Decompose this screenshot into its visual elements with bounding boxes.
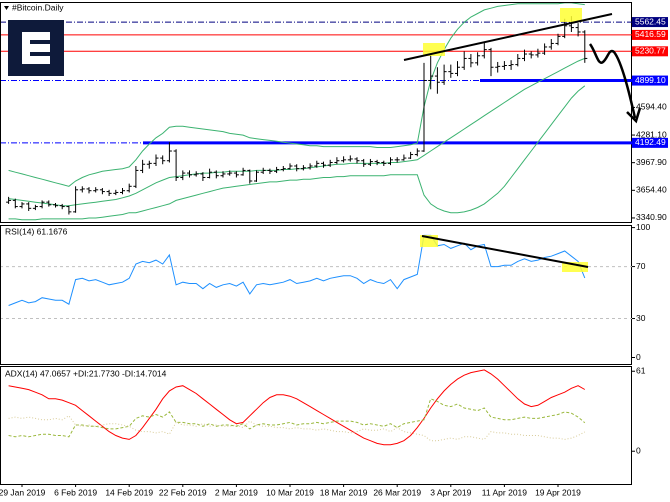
x-tick-label: 10 Mar 2019 — [266, 487, 314, 497]
annotations: #Bitcoin.Daily RSI(14) 61.1676 ADX(14) 4… — [4, 2, 642, 378]
level-label: 5416.59 — [635, 29, 666, 39]
y-tick-label: 70 — [636, 261, 646, 271]
chart-title: #Bitcoin.Daily — [12, 2, 64, 12]
x-tick-label: 2 Mar 2019 — [215, 487, 258, 497]
indicator-title: RSI(14) 61.1676 — [5, 226, 68, 236]
series-line — [8, 234, 586, 306]
y-tick-label: 3340.90 — [636, 212, 667, 222]
y-tick-label: 4281.10 — [636, 129, 667, 139]
highlight — [560, 8, 582, 22]
x-tick-label: 22 Feb 2019 — [159, 487, 207, 497]
y-tick-label: 100 — [636, 222, 650, 232]
level-label: 5230.77 — [635, 46, 666, 56]
level-label-box — [632, 46, 668, 57]
logo-mark — [22, 32, 50, 64]
y-tick-label: 0 — [636, 445, 641, 455]
panel-plot — [8, 369, 586, 446]
y-tick-label: 3654.40 — [636, 185, 667, 195]
x-tick-label: 3 Apr 2019 — [430, 487, 471, 497]
menu-arrow — [4, 6, 9, 10]
arrow-head — [626, 107, 642, 124]
trend-line — [421, 235, 589, 268]
x-tick-label: 11 Apr 2019 — [482, 487, 527, 497]
forecast-arrow — [588, 43, 637, 119]
y-tick-label: 3967.90 — [636, 157, 667, 167]
adx-panel-frame — [0, 366, 632, 485]
y-tick-label: 0 — [636, 352, 641, 362]
panel-plot — [1, 234, 632, 320]
series-line — [8, 3, 585, 187]
series-line — [8, 369, 586, 446]
level-label-box — [632, 29, 668, 40]
highlight — [562, 262, 588, 272]
series-line — [8, 415, 586, 442]
x-tick-label: 19 Apr 2019 — [535, 487, 581, 497]
y-tick-label: 30 — [636, 313, 646, 323]
indicator-title: ADX(14) 47.0657 +DI:21.7730 -DI:14.7014 — [5, 368, 167, 378]
level-label-box — [632, 137, 668, 148]
panel-frames — [0, 2, 632, 485]
level-label: 4192.49 — [635, 137, 666, 147]
rsi-panel-frame — [0, 225, 632, 365]
series-line — [8, 398, 586, 438]
series-line — [8, 85, 586, 221]
y-tick-label: 4594.40 — [636, 102, 667, 112]
trend-line — [403, 13, 613, 61]
level-label-box — [632, 75, 668, 86]
x-tick-label: 18 Mar 2019 — [320, 487, 368, 497]
panel-plot — [1, 3, 632, 221]
x-tick-label: 14 Feb 2019 — [105, 487, 153, 497]
level-label-box — [632, 17, 668, 28]
level-label: 5562.45 — [635, 16, 666, 26]
x-tick-label: 29 Jan 2019 — [0, 487, 46, 497]
price-panel-frame — [0, 2, 632, 223]
x-tick-label: 6 Feb 2019 — [54, 487, 97, 497]
x-tick-label: 26 Mar 2019 — [373, 487, 421, 497]
y-tick-label: 61 — [636, 365, 646, 375]
level-label: 4899.10 — [635, 75, 666, 85]
plot-layer: 3340.90 3654.40 3967.90 4281.10 4594.40 5562.… — [0, 3, 668, 497]
